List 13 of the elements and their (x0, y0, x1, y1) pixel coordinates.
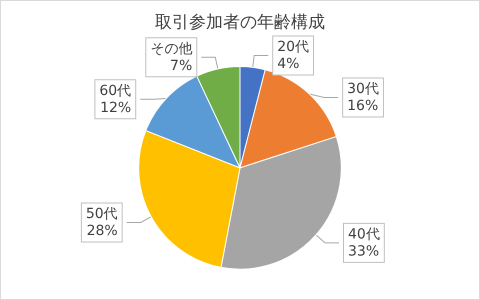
slice-label: 60代 (99, 82, 132, 99)
slice-label: 40代 (348, 226, 380, 242)
slice-label: 20代 (277, 38, 310, 55)
data-label: 33% (348, 243, 380, 260)
data-label: 12% (100, 100, 132, 116)
slice-label: その他 (150, 40, 192, 57)
slice-label: 50代 (86, 206, 118, 222)
data-label: 16% (347, 98, 378, 114)
data-label: 4% (277, 56, 300, 72)
slice-label: 30代 (347, 80, 379, 97)
data-label: 7% (170, 58, 192, 74)
data-label: 28% (86, 222, 118, 239)
chart-title: 取引参加者の年齢構成 (155, 12, 325, 32)
